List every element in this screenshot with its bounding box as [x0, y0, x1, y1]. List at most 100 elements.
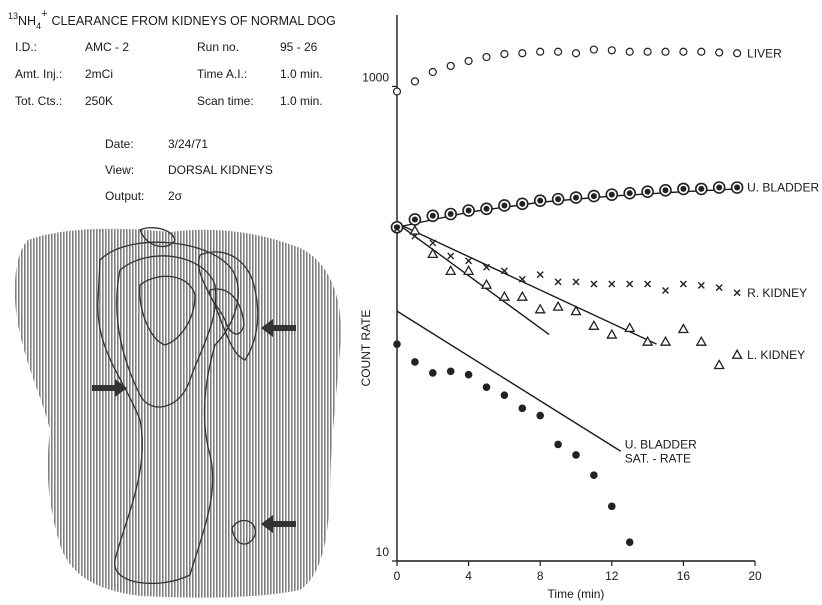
x-tick-label: 0 — [394, 569, 401, 583]
point — [554, 302, 563, 310]
point-core — [698, 186, 704, 192]
point — [519, 405, 527, 413]
point-core — [430, 213, 436, 219]
point — [645, 281, 651, 287]
point — [393, 340, 401, 348]
point — [536, 412, 544, 420]
point — [463, 205, 474, 216]
point — [465, 57, 472, 64]
scan-label: View: — [105, 163, 134, 177]
point — [427, 210, 438, 221]
point — [572, 451, 580, 459]
info-label: Run no. — [197, 40, 239, 54]
point-core — [627, 190, 633, 196]
scan-label: Date: — [105, 137, 134, 151]
point — [679, 325, 688, 333]
isotope-mass: 13 — [8, 11, 18, 21]
title: CLEARANCE FROM KIDNEYS OF NORMAL DOG — [52, 14, 336, 28]
point — [698, 48, 705, 55]
scan-value: 2σ — [168, 189, 183, 203]
point — [537, 48, 544, 55]
point — [607, 330, 616, 338]
info-label: Amt. Inj.: — [15, 67, 62, 81]
point — [732, 182, 743, 193]
point — [573, 50, 580, 57]
point-core — [412, 216, 418, 222]
point — [481, 203, 492, 214]
point — [590, 46, 597, 53]
point — [537, 272, 543, 278]
point-core — [716, 185, 722, 191]
point — [734, 290, 740, 296]
point — [734, 50, 741, 57]
series-label: LIVER — [747, 46, 782, 60]
point — [499, 200, 510, 211]
point — [411, 78, 418, 85]
point — [429, 369, 437, 377]
point — [448, 253, 454, 259]
point — [519, 50, 526, 57]
point — [392, 222, 403, 233]
point — [409, 214, 420, 225]
info-value: 250K — [85, 94, 113, 108]
point — [571, 192, 582, 203]
series-label-line: U. BLADDER — [625, 437, 697, 451]
point — [660, 185, 671, 196]
point — [446, 266, 455, 274]
point — [625, 323, 634, 331]
point-core — [555, 196, 561, 202]
compound: NH — [18, 14, 36, 28]
point — [733, 350, 742, 358]
x-tick-label: 8 — [537, 569, 544, 583]
point — [430, 240, 436, 246]
scan-label: Output: — [105, 189, 144, 203]
point — [626, 48, 633, 55]
point — [680, 281, 686, 287]
series-label: U. BLADDERSAT. - RATE — [625, 437, 697, 465]
info-value: 95 - 26 — [280, 40, 318, 54]
point — [411, 358, 419, 366]
subscript: 4 — [36, 21, 41, 31]
point — [588, 191, 599, 202]
point — [663, 288, 669, 294]
point — [606, 189, 617, 200]
point-core — [734, 185, 740, 191]
point-core — [537, 198, 543, 204]
point-core — [680, 186, 686, 192]
point — [608, 503, 616, 511]
y-tick-label: 1000 — [362, 71, 389, 85]
point — [482, 280, 491, 288]
point — [698, 282, 704, 288]
point — [445, 208, 456, 219]
point — [394, 88, 401, 95]
point — [464, 266, 473, 274]
point — [483, 54, 490, 61]
info-label: Tot. Cts.: — [15, 94, 62, 108]
point — [715, 360, 724, 368]
point-core — [519, 201, 525, 207]
series-label: L. KIDNEY — [747, 348, 805, 362]
info-value: 1.0 min. — [280, 67, 323, 81]
charge: + — [41, 8, 47, 20]
point-core — [609, 192, 615, 198]
info-value: AMC - 2 — [85, 40, 129, 54]
figure-title: 13NH4+ CLEARANCE FROM KIDNEYS OF NORMAL D… — [8, 8, 336, 31]
point-core — [591, 193, 597, 199]
point — [518, 292, 527, 300]
point — [624, 188, 635, 199]
x-tick-label: 20 — [748, 569, 762, 583]
point — [644, 48, 651, 55]
scan-value: DORSAL KIDNEYS — [168, 163, 273, 177]
point — [573, 279, 579, 285]
point-core — [645, 189, 651, 195]
point — [662, 48, 669, 55]
point — [428, 249, 437, 257]
info-label: I.D.: — [15, 40, 37, 54]
info-label: Scan time: — [197, 94, 254, 108]
point — [536, 305, 545, 313]
point — [697, 337, 706, 345]
point-core — [466, 208, 472, 214]
fit-line — [397, 189, 737, 227]
series-label: R. KIDNEY — [747, 286, 807, 300]
point — [554, 441, 562, 449]
